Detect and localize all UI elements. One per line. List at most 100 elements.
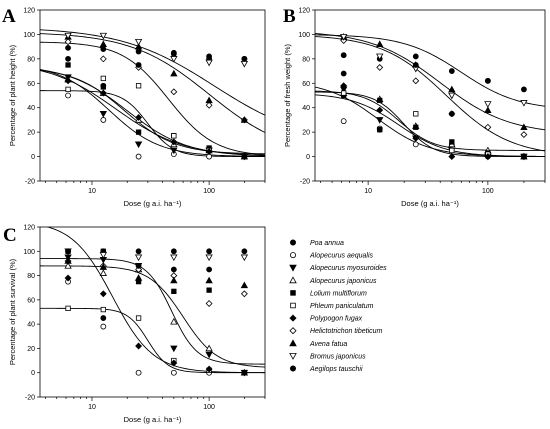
data-point: [135, 369, 142, 376]
y-tick-label: 100: [23, 32, 35, 39]
y-tick-label: 20: [302, 130, 310, 137]
legend-marker: [290, 290, 296, 296]
data-point: [340, 52, 347, 59]
data-point: [376, 117, 384, 124]
y-tick-label: 80: [27, 273, 35, 280]
data-point: [99, 252, 108, 259]
data-point: [64, 262, 72, 269]
y-tick-label: 120: [23, 8, 35, 15]
fitted-curve: [40, 33, 265, 133]
data-point: [64, 77, 72, 85]
data-point: [240, 254, 249, 262]
data-point: [170, 56, 178, 63]
x-axis-label: Dose (g a.i. ha⁻¹): [401, 199, 459, 208]
y-tick-label: 0: [306, 154, 310, 161]
data-point: [412, 62, 419, 68]
data-point: [99, 111, 108, 118]
data-point: [65, 305, 71, 312]
data-point: [171, 133, 177, 139]
data-point: [65, 86, 71, 93]
fitted-curve: [315, 91, 545, 158]
data-point: [99, 55, 107, 63]
data-point: [413, 111, 419, 117]
data-point: [205, 101, 213, 109]
legend-label: Bromus japonicus: [310, 353, 366, 360]
x-tick-label: 100: [203, 188, 215, 195]
data-point: [134, 254, 143, 262]
data-point: [100, 306, 106, 313]
data-point: [205, 365, 213, 373]
data-point: [484, 153, 492, 161]
x-tick-label: 10: [88, 404, 96, 411]
data-point: [520, 131, 528, 139]
data-point: [206, 248, 213, 255]
data-point: [171, 288, 177, 295]
data-point: [64, 257, 72, 264]
panel-letter: C: [3, 225, 17, 246]
panel-letter: A: [2, 6, 16, 27]
data-point: [65, 248, 71, 255]
y-tick-label: 0: [31, 370, 35, 377]
legend: Poa annua Alopecurus aequalis Alopecurus m…: [289, 239, 387, 373]
legend-label: Helictotrichon tibeticum: [310, 328, 383, 335]
data-point: [340, 34, 348, 41]
data-point: [205, 254, 213, 262]
y-tick-label: 0: [31, 154, 35, 161]
fitted-curve: [315, 86, 545, 157]
data-point: [170, 317, 178, 325]
data-point: [65, 62, 71, 68]
fitted-curve: [315, 94, 545, 157]
fitted-curve: [315, 33, 545, 131]
y-tick-label: 80: [27, 56, 35, 63]
y-tick-label: 40: [302, 105, 310, 112]
data-point: [240, 60, 249, 68]
y-tick-label: 120: [23, 225, 35, 232]
legend-marker: [289, 339, 297, 347]
legend-marker: [289, 314, 297, 322]
data-point: [240, 116, 249, 123]
legend-label: Alopecurus aequalis: [309, 253, 374, 260]
data-point: [99, 263, 108, 270]
data-point: [240, 153, 248, 161]
fitted-curve: [315, 34, 545, 107]
legend-marker: [290, 302, 296, 309]
legend-marker: [289, 353, 297, 360]
data-point: [449, 147, 455, 154]
data-point: [135, 262, 142, 269]
x-tick-label: 100: [482, 188, 494, 195]
data-point: [99, 32, 108, 40]
data-point: [206, 287, 212, 293]
data-points: [64, 248, 249, 377]
data-point: [376, 40, 384, 47]
x-tick-label: 10: [364, 188, 372, 195]
plot-frame: [39, 9, 266, 182]
plot-frame: [39, 226, 266, 398]
data-point: [205, 96, 213, 104]
y-tick-label: -20: [25, 395, 35, 402]
y-axis-label: Percentage of fresh weight (%): [283, 44, 292, 147]
data-point: [170, 69, 178, 77]
y-tick-label: -20: [25, 179, 35, 186]
data-point: [170, 345, 178, 353]
data-point: [240, 281, 249, 289]
data-point: [170, 369, 177, 376]
data-point: [135, 315, 142, 321]
data-point: [170, 266, 177, 273]
data-point: [376, 53, 384, 61]
y-tick-label: -20: [300, 179, 310, 186]
y-tick-label: 60: [27, 81, 35, 88]
fitted-curve: [315, 90, 545, 151]
data-point: [65, 44, 71, 51]
data-point: [376, 126, 383, 133]
data-point: [64, 274, 72, 282]
data-point: [484, 106, 492, 113]
legend-label: Aegilops tauschii: [309, 366, 363, 373]
data-point: [134, 42, 143, 50]
data-point: [241, 369, 248, 376]
legend-label: Alopecurus japonicus: [309, 278, 377, 285]
data-point: [521, 153, 527, 160]
data-point: [134, 141, 143, 149]
data-points: [64, 32, 249, 161]
data-point: [376, 63, 384, 71]
y-tick-label: 100: [23, 249, 35, 256]
